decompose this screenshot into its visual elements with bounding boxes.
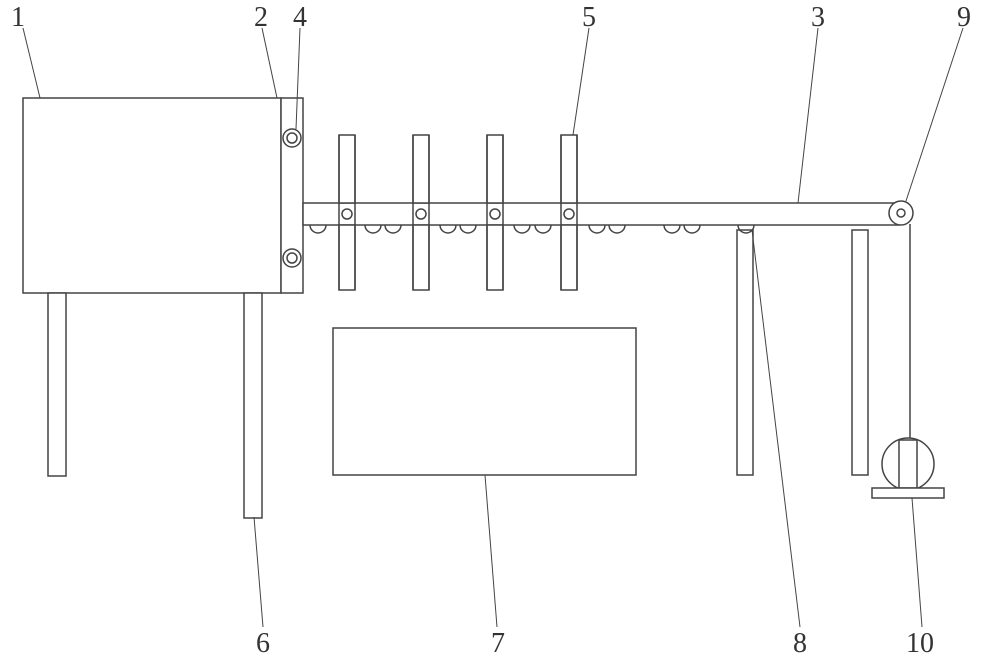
callout-label-6: 6 (256, 628, 270, 660)
main-box (23, 98, 281, 293)
beam-leg-left (737, 230, 753, 475)
aux-box (333, 328, 636, 475)
beam-leg-right (852, 230, 868, 475)
horizontal-beam (303, 203, 899, 225)
callout-label-2: 2 (254, 2, 268, 34)
callout-label-4: 4 (293, 2, 307, 34)
callout-label-1: 1 (11, 2, 25, 34)
callout-label-9: 9 (957, 2, 971, 34)
callout-label-5: 5 (582, 2, 596, 34)
callout-label-7: 7 (491, 628, 505, 660)
roller-bumps (310, 225, 754, 233)
diagram-svg (0, 0, 1000, 660)
diagram-container: 1 2 4 5 3 9 6 7 8 10 (0, 0, 1000, 660)
callout-label-10: 10 (906, 628, 934, 660)
callout-label-8: 8 (793, 628, 807, 660)
callout-label-3: 3 (811, 2, 825, 34)
main-box-leg-right (244, 293, 262, 518)
main-box-leg-left (48, 293, 66, 476)
pulley (889, 201, 913, 225)
weight-assembly (872, 438, 944, 498)
